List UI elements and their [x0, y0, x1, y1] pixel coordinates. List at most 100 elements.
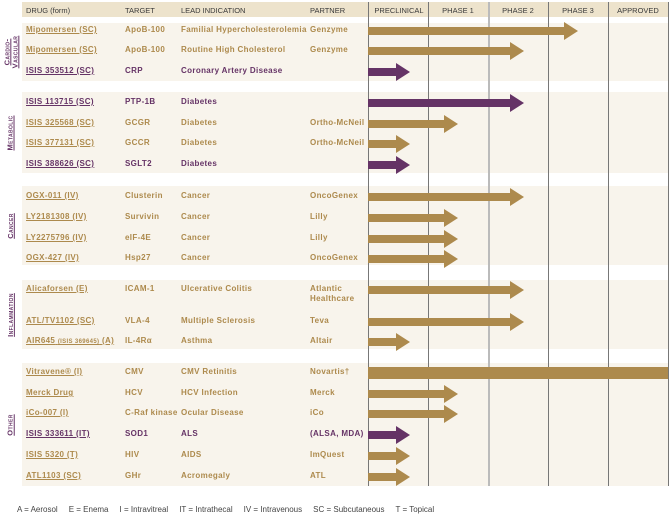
partner: Ortho-McNeil — [310, 138, 365, 147]
target: SGLT2 — [125, 159, 152, 168]
partner: (ALSA, MDA) — [310, 429, 364, 438]
lead-indication: Familial Hypercholesterolemia — [181, 25, 307, 34]
phase-divider — [488, 2, 490, 486]
progress-arrow — [368, 94, 524, 112]
lead-indication: Cancer — [181, 191, 211, 200]
partner: Novartis† — [310, 367, 350, 376]
arrow-shape — [368, 405, 458, 423]
arrow-shape — [368, 63, 410, 81]
target: ICAM-1 — [125, 284, 155, 293]
phase-header: PHASE 3 — [562, 6, 594, 15]
phase-divider — [368, 2, 369, 486]
arrow-shape — [368, 156, 410, 174]
category-label: Inflammation — [2, 280, 20, 349]
drug-link[interactable]: ISIS 377131 (SC) — [26, 138, 95, 147]
partner: OncoGenex — [310, 191, 359, 200]
arrow-shape — [368, 250, 458, 268]
progress-arrow — [368, 135, 410, 153]
drug-link[interactable]: Merck Drug — [26, 388, 74, 397]
arrow-shape — [368, 42, 524, 60]
category-label: Cardio-Vascular — [2, 23, 20, 81]
lead-indication: Ulcerative Colitis — [181, 284, 253, 293]
target: GCCR — [125, 138, 150, 147]
lead-indication: Acromegaly — [181, 471, 231, 480]
drug-link[interactable]: OGX-427 (IV) — [26, 253, 80, 262]
target: Survivin — [125, 212, 160, 221]
partner: Atlantic Healthcare — [310, 284, 355, 303]
arrow-shape — [368, 426, 410, 444]
category-label: Metabolic — [2, 92, 20, 173]
arrow-shape — [368, 94, 524, 112]
partner: ImQuest — [310, 450, 345, 459]
legend-item: T = Topical — [395, 505, 435, 514]
drug-link[interactable]: Vitravene® (I) — [26, 367, 83, 376]
drug-link[interactable]: Mipomersen (SC) — [26, 45, 98, 54]
legend-item: A = Aerosol — [17, 505, 58, 514]
progress-arrow — [368, 447, 410, 465]
progress-arrow — [368, 156, 410, 174]
drug-link[interactable]: ATL/TV1102 (SC) — [26, 316, 95, 325]
category-text: Metabolic — [6, 114, 15, 151]
target: SOD1 — [125, 429, 149, 438]
drug-link[interactable]: ISIS 113715 (SC) — [26, 97, 94, 106]
drug-link[interactable]: iCo-007 (I) — [26, 408, 69, 417]
phase-header: PHASE 2 — [502, 6, 534, 15]
progress-arrow — [368, 405, 458, 423]
arrow-shape — [368, 188, 524, 206]
arrow-shape — [368, 385, 458, 403]
partner: Genzyme — [310, 25, 349, 34]
target: ApoB-100 — [125, 25, 166, 34]
progress-arrow — [368, 188, 524, 206]
lead-indication: Asthma — [181, 336, 213, 345]
progress-arrow — [368, 426, 410, 444]
lead-indication: HCV Infection — [181, 388, 238, 397]
legend-item: IV = Intravenous — [243, 505, 303, 514]
progress-arrow — [368, 42, 524, 60]
legend-item: SC = Subcutaneous — [313, 505, 385, 514]
lead-indication: AIDS — [181, 450, 202, 459]
drug-link[interactable]: ISIS 353512 (SC) — [26, 66, 95, 75]
drug-link[interactable]: ISIS 388626 (SC) — [26, 159, 95, 168]
progress-arrow — [368, 313, 524, 331]
header-target: TARGET — [125, 6, 155, 15]
drug-link[interactable]: OGX-011 (IV) — [26, 191, 79, 200]
drug-link[interactable]: LY2181308 (IV) — [26, 212, 87, 221]
target: CMV — [125, 367, 144, 376]
lead-indication: Diabetes — [181, 118, 218, 127]
drug-link[interactable]: Alicaforsen (E) — [26, 284, 88, 293]
drug-link[interactable]: ISIS 333611 (IT) — [26, 429, 90, 438]
group-band — [22, 92, 669, 173]
target: ApoB-100 — [125, 45, 166, 54]
drug-link[interactable]: LY2275796 (IV) — [26, 233, 87, 242]
arrow-shape — [368, 313, 524, 331]
progress-arrow — [368, 281, 524, 299]
lead-indication: Diabetes — [181, 138, 218, 147]
drug-link[interactable]: Mipomersen (SC) — [26, 25, 98, 34]
lead-indication: Diabetes — [181, 97, 218, 106]
arrow-shape — [368, 468, 410, 486]
group-band — [22, 363, 669, 486]
arrow-shape — [368, 135, 410, 153]
arrow-shape — [368, 447, 410, 465]
phase-divider — [548, 2, 549, 486]
lead-indication: ALS — [181, 429, 199, 438]
category-text: Other — [6, 413, 16, 436]
header-partner: PARTNER — [310, 6, 346, 15]
arrow-shape — [368, 230, 458, 248]
phase-header: PRECLINICAL — [374, 6, 424, 15]
progress-arrow — [368, 468, 410, 486]
target: C-Raf kinase — [125, 408, 178, 417]
group-band — [22, 280, 669, 349]
progress-arrow — [368, 333, 410, 351]
target: eIF-4E — [125, 233, 152, 242]
abbreviation-legend: A = Aerosol E = Enema I = Intravitreal IT =… — [17, 505, 445, 514]
drug-link[interactable]: ISIS 5320 (T) — [26, 450, 79, 459]
drug-link[interactable]: ATL1103 (SC) — [26, 471, 82, 480]
drug-link[interactable]: ISIS 325568 (SC) — [26, 118, 95, 127]
partner: Lilly — [310, 233, 328, 242]
category-label: Cancer — [2, 186, 20, 265]
drug-link[interactable]: AIR645 (ISIS 369645) (A) — [26, 336, 114, 347]
phase-header: PHASE 1 — [442, 6, 474, 15]
progress-arrow — [368, 22, 578, 40]
partner: iCo — [310, 408, 324, 417]
